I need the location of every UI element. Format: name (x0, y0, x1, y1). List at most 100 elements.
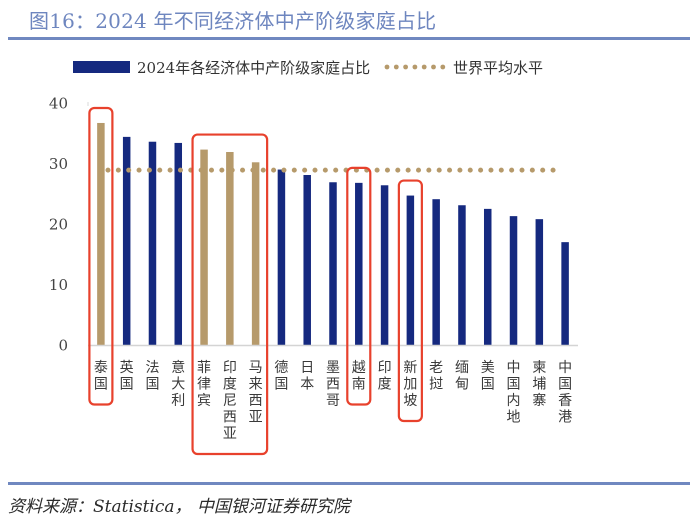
bar-法国 (148, 141, 157, 345)
x-tick-label: 老挝 (429, 360, 443, 393)
x-tick-label: 中国内地 (507, 360, 521, 426)
x-tick-label: 新加坡 (403, 360, 417, 409)
x-tick-label: 意大利 (171, 359, 185, 409)
average-dot (322, 167, 328, 173)
x-tick-label: 美国 (481, 360, 495, 393)
bar-印度 (380, 185, 389, 345)
source-note: 资料来源：Statistica， 中国银河证券研究院 (8, 497, 350, 517)
average-dot (457, 167, 463, 173)
average-dot (126, 167, 132, 173)
legend-swatch-bar (73, 61, 130, 73)
bar-泰国 (97, 122, 105, 345)
x-tick-label: 泰国 (94, 360, 108, 393)
bar-菲律宾 (200, 149, 208, 345)
legend-dot (440, 64, 446, 70)
title-rule (8, 37, 690, 40)
average-dot (281, 167, 287, 173)
average-dot (115, 167, 121, 173)
average-dot (416, 167, 421, 173)
average-dot (291, 167, 297, 173)
average-dot (146, 167, 152, 173)
bar-美国 (483, 208, 492, 345)
bar-马来西亚 (251, 162, 260, 345)
x-tick-label: 法国 (145, 360, 159, 393)
legend-label-average: 世界平均水平 (453, 59, 543, 77)
x-tick-label: 中国香港 (558, 360, 572, 426)
x-tick-label: 越南 (352, 360, 366, 393)
y-tick-label: 30 (49, 155, 68, 173)
x-tick-label: 墨西哥 (326, 360, 340, 409)
average-dot (426, 167, 432, 173)
average-dot (302, 167, 308, 173)
x-tick-label: 印度 (378, 360, 392, 393)
legend-dot (431, 64, 436, 70)
average-dot (271, 167, 277, 173)
average-dot (105, 167, 111, 173)
average-dot (488, 167, 494, 173)
figure-title: 图16：2024 年不同经济体中产阶级家庭占比 (29, 9, 437, 33)
legend-swatch-average-line (384, 64, 446, 70)
average-dot (384, 167, 390, 173)
bar-中国香港 (561, 242, 569, 345)
bars (97, 122, 569, 345)
y-tick-label: 40 (49, 95, 68, 113)
x-tick-label: 德国 (274, 360, 288, 393)
legend-label-bar: 2024年各经济体中产阶级家庭占比 (137, 59, 370, 77)
average-dot (240, 167, 246, 173)
highlight-box (397, 179, 423, 423)
average-dot (250, 167, 256, 173)
bar-老挝 (432, 199, 440, 345)
x-tick-label: 日本 (300, 360, 314, 393)
annotation-boxes (88, 106, 423, 456)
highlight-box (346, 166, 372, 406)
average-line (105, 167, 556, 173)
bar-缅甸 (458, 205, 466, 345)
average-dot (177, 167, 183, 173)
legend-dot (412, 64, 418, 70)
legend-dot (393, 64, 399, 70)
average-dot (167, 167, 173, 173)
legend-dot (421, 64, 427, 70)
average-dot (405, 167, 411, 173)
average-dot (529, 167, 535, 173)
average-dot (498, 167, 504, 173)
average-dot (519, 167, 525, 173)
average-dot (374, 167, 380, 173)
average-dot (209, 167, 214, 173)
average-dot (550, 167, 556, 173)
x-tick-label: 印度尼西亚 (223, 360, 237, 442)
average-dot (395, 167, 401, 173)
bar-日本 (303, 174, 311, 345)
x-tick-label: 英国 (120, 359, 134, 393)
legend-dot (403, 64, 408, 70)
y-tick-label: 10 (49, 276, 68, 294)
average-dot (540, 167, 546, 173)
average-dot (333, 167, 339, 173)
bar-墨西哥 (329, 182, 337, 345)
average-dot (467, 167, 473, 173)
bar-中国内地 (509, 216, 518, 345)
average-dot (260, 167, 266, 173)
bar-英国 (122, 136, 131, 345)
bar-越南 (355, 182, 363, 345)
x-tick-label: 柬埔寨 (532, 360, 546, 409)
average-dot (219, 167, 225, 173)
average-dot (157, 167, 163, 173)
average-dot (312, 167, 318, 173)
y-tick-label: 20 (49, 216, 68, 234)
highlight-box (191, 133, 269, 456)
average-dot (229, 167, 235, 173)
x-axis-labels: 泰国英国法国意大利菲律宾印度尼西亚马来西亚德国日本墨西哥越南印度新加坡老挝缅甸美… (94, 359, 572, 442)
bar-柬埔寨 (535, 219, 544, 345)
average-dot (136, 167, 142, 173)
bar-德国 (277, 169, 286, 345)
highlight-box (88, 106, 114, 406)
bar-新加坡 (406, 195, 415, 345)
average-dot (509, 167, 515, 173)
legend: 2024年各经济体中产阶级家庭占比 世界平均水平 (73, 59, 543, 77)
y-axis: 0 10 20 30 40 (49, 95, 68, 355)
y-tick-label: 0 (58, 337, 68, 355)
x-tick-label: 缅甸 (455, 360, 469, 393)
average-dot (198, 167, 204, 173)
x-tick-label: 菲律宾 (197, 360, 211, 409)
